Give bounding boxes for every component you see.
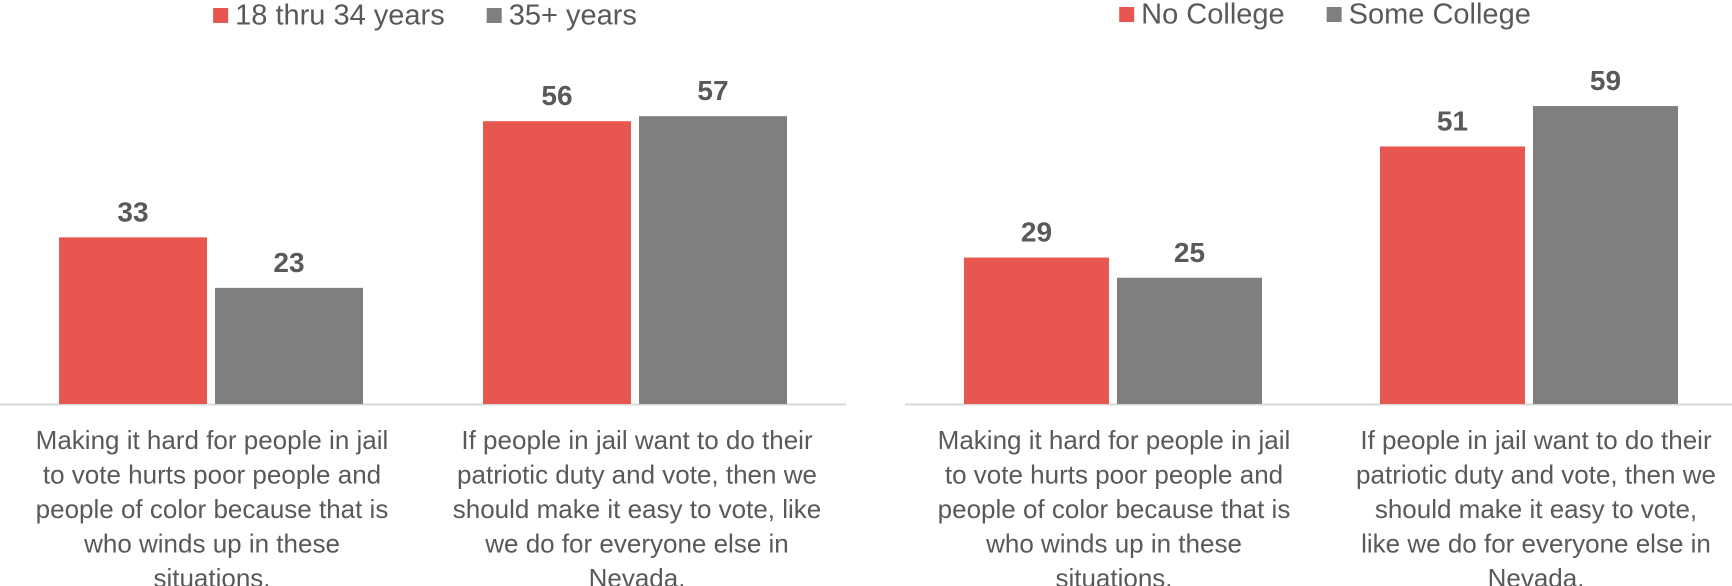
- data-label: 29: [1021, 217, 1052, 248]
- category-label-line: Nevada.: [589, 563, 686, 586]
- category-label: If people in jail want to do their patrio…: [1356, 425, 1716, 586]
- legend-swatch: [1326, 7, 1342, 22]
- category-label-line: If people in jail want to do their: [1360, 425, 1712, 455]
- data-label: 57: [697, 75, 728, 106]
- bar: [1380, 146, 1525, 404]
- legend-label: 18 thru 34 years: [235, 0, 445, 32]
- data-label: 56: [541, 80, 572, 111]
- bar: [639, 116, 787, 405]
- legend-label: Some College: [1349, 0, 1531, 31]
- bar: [59, 237, 207, 404]
- data-label: 25: [1174, 237, 1205, 268]
- data-label: 33: [117, 196, 148, 227]
- data-label: 23: [273, 247, 304, 278]
- legend: No College Some College: [1119, 0, 1531, 31]
- legend-item: 35+ years: [486, 0, 637, 32]
- category-label-line: If people in jail want to do their: [461, 425, 813, 455]
- category-label-line: who winds up in these: [985, 529, 1242, 559]
- bar: [1117, 277, 1262, 404]
- category-label-line: should make it easy to vote, like: [453, 494, 822, 524]
- legend-swatch: [486, 8, 502, 23]
- data-label: 59: [1590, 65, 1621, 96]
- age-group-chart: 18 thru 34 years 35+ years 33 23 Making it h…: [0, 0, 846, 586]
- bar: [964, 257, 1109, 404]
- legend: 18 thru 34 years 35+ years: [213, 0, 637, 32]
- legend-label: 35+ years: [509, 0, 637, 32]
- bar: [215, 287, 363, 404]
- category-label-line: patriotic duty and vote, then we: [457, 460, 817, 490]
- category-label: Making it hard for people in jail to vote…: [938, 425, 1291, 586]
- category-label-line: to vote hurts poor people and: [945, 460, 1283, 490]
- category-label-line: people of color because that is: [938, 494, 1291, 524]
- category-label-line: Nevada.: [1488, 563, 1585, 586]
- category-label-line: people of color because that is: [36, 494, 389, 524]
- category-label-line: to vote hurts poor people and: [43, 460, 381, 490]
- category-label-line: patriotic duty and vote, then we: [1356, 460, 1716, 490]
- bar: [483, 121, 631, 404]
- legend-item: Some College: [1326, 0, 1531, 31]
- category-label-line: situations.: [1055, 563, 1172, 586]
- category-label-line: should make it easy to vote,: [1375, 494, 1697, 524]
- category-label: If people in jail want to do their patrio…: [453, 425, 822, 586]
- bar: [1533, 106, 1678, 405]
- category-label-line: Making it hard for people in jail: [36, 425, 389, 455]
- legend-label: No College: [1141, 0, 1284, 31]
- legend-swatch: [213, 8, 229, 23]
- data-label: 51: [1437, 105, 1468, 136]
- education-chart: No College Some College 29 25 Making it hard…: [905, 0, 1732, 586]
- legend-swatch: [1119, 7, 1135, 22]
- legend-item: 18 thru 34 years: [213, 0, 445, 32]
- category-label-line: Making it hard for people in jail: [938, 425, 1291, 455]
- category-label-line: like we do for everyone else in: [1361, 529, 1711, 559]
- category-label: Making it hard for people in jail to vote…: [36, 425, 389, 586]
- category-label-line: situations.: [153, 563, 270, 586]
- category-label-line: who winds up in these: [83, 529, 340, 559]
- legend-item: No College: [1119, 0, 1285, 31]
- category-label-line: we do for everyone else in: [484, 529, 789, 559]
